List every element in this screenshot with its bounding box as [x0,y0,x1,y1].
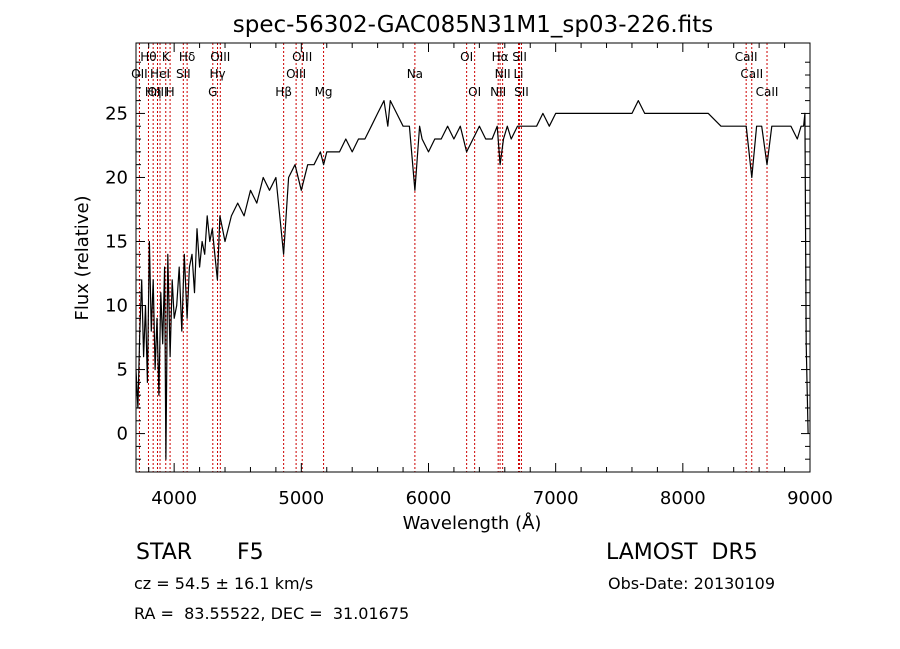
line-marker-label: Hη [145,85,162,99]
x-tick-label: 9000 [787,488,833,509]
line-marker-label: OIII [286,67,306,81]
line-marker-label: Hγ [209,67,225,81]
object-class: STAR [136,540,193,565]
survey-release: LAMOST DR5 [606,540,758,565]
line-marker-label: Na [407,67,423,81]
x-axis: 4000 5000 6000 7000 8000 9000 [148,43,833,509]
line-marker-label: G [208,85,217,99]
x-tick-label: 4000 [151,488,197,509]
line-marker-label: OI [468,85,481,99]
x-tick-label: 5000 [278,488,324,509]
y-axis: 0 5 10 15 20 25 [105,61,810,460]
y-tick-label: 20 [105,167,128,188]
y-tick-label: 5 [117,360,128,381]
line-marker-label: Mg [315,85,333,99]
object-subclass: F5 [237,540,264,565]
line-marker-label: OIII [147,85,167,99]
line-marker-label: OIII [210,50,230,64]
y-tick-label: 15 [105,231,128,252]
redshift-velocity: cz = 54.5 ± 16.1 km/s [134,574,314,593]
line-marker-label: Hδ [179,50,195,64]
y-axis-label: Flux (relative) [72,195,93,320]
spectral-line-markers [138,43,768,472]
line-marker-label: CaII [735,50,758,64]
line-marker-label: NII [490,85,506,99]
line-marker-label: SII [512,50,527,64]
x-tick-label: 6000 [406,488,452,509]
line-marker-label: CaII [740,67,763,81]
coordinates: RA = 83.55522, DEC = 31.01675 [134,604,410,623]
chart-title: spec-56302-GAC085N31M1_sp03-226.fits [233,12,713,38]
x-tick-label: 7000 [533,488,579,509]
line-marker-label: OIII [292,50,312,64]
line-marker-label: H [166,85,175,99]
line-marker-label: SII [514,85,529,99]
line-marker-label: Hβ [275,85,292,99]
line-marker-label: NII [495,67,511,81]
line-marker-label: HeI [150,67,170,81]
line-marker-label: Hθ [140,50,156,64]
x-axis-label: Wavelength (Å) [403,512,542,534]
line-marker-label: CaII [756,85,779,99]
series-flux [135,100,809,460]
line-marker-label: OI [460,50,473,64]
y-tick-label: 25 [105,103,128,124]
line-marker-label: Hα [492,50,509,64]
x-tick-label: 8000 [660,488,706,509]
line-marker-label: SII [176,67,191,81]
line-marker-label: K [162,50,171,64]
plot-frame [135,42,811,473]
y-tick-label: 10 [105,296,128,317]
line-marker-label: Li [514,67,524,81]
y-tick-label: 0 [117,424,128,445]
line-marker-label: OII [131,67,148,81]
observation-date: Obs-Date: 20130109 [608,574,776,593]
